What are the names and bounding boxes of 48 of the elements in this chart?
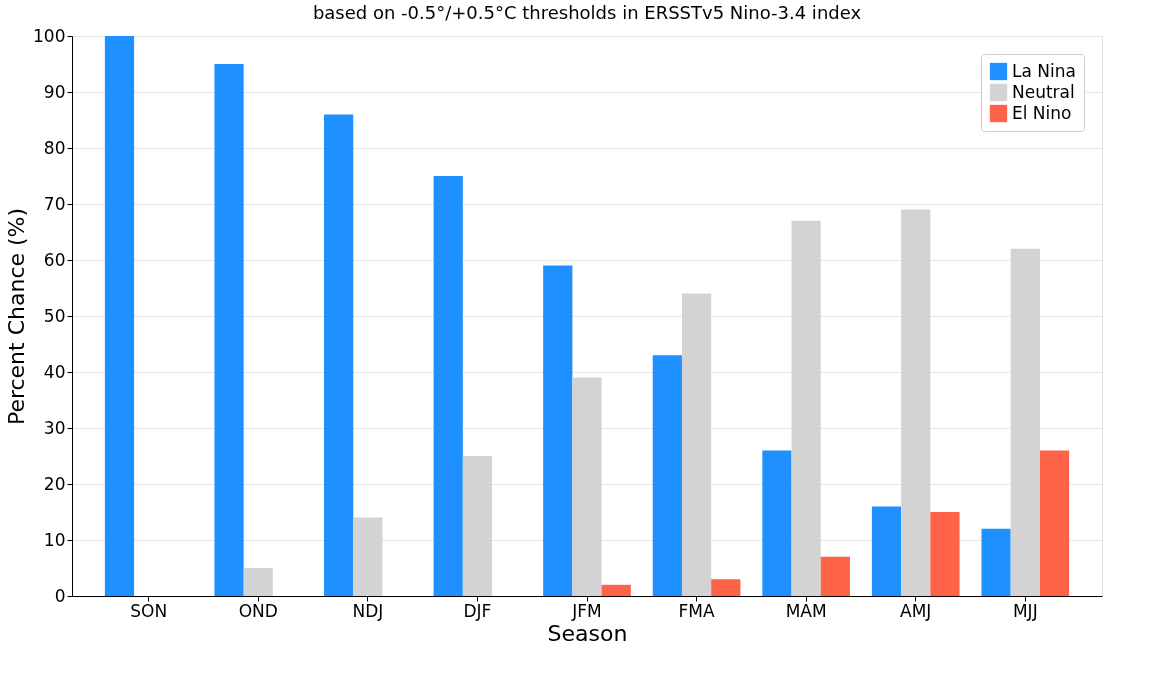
x-tick-label: MAM (785, 600, 827, 621)
x-tick-label: MJJ (1012, 600, 1038, 621)
bar (214, 64, 244, 596)
bar (243, 568, 273, 596)
y-axis-title: Percent Chance (%) (4, 207, 30, 426)
bar (543, 265, 573, 596)
y-tick-label: 20 (43, 473, 66, 494)
bar (652, 355, 682, 596)
bar (1010, 248, 1040, 596)
bar (930, 512, 960, 596)
y-tick-label: 50 (43, 305, 66, 326)
chart-title: based on -0.5°/+0.5°C thresholds in ERSSTv5 Nino-3.4 index (312, 2, 862, 23)
legend-label: El Nino (1012, 102, 1072, 123)
bar (871, 506, 902, 596)
y-tick-label: 90 (43, 81, 66, 102)
y-tick-label: 0 (54, 585, 66, 606)
bar (901, 209, 931, 596)
y-tick-label: 100 (33, 25, 66, 46)
bar (711, 579, 741, 596)
y-tick-label: 60 (43, 249, 66, 270)
x-tick-label: DJF (463, 600, 492, 621)
x-tick-label: SON (130, 600, 168, 621)
y-tick-label: 40 (43, 361, 66, 382)
bar (820, 556, 850, 596)
y-tick-label: 70 (43, 193, 66, 214)
y-tick-label: 80 (43, 137, 66, 158)
x-tick-label: AMJ (900, 600, 932, 621)
bar (324, 114, 354, 596)
bar (353, 517, 383, 596)
x-tick-label: FMA (678, 600, 715, 621)
x-tick-label: OND (238, 600, 278, 621)
bar (433, 176, 463, 596)
bar (681, 293, 712, 596)
bar (572, 377, 602, 596)
bar (791, 220, 821, 596)
bar (462, 456, 493, 596)
bar (762, 450, 792, 596)
x-tick-label: NDJ (352, 600, 384, 621)
bar (601, 584, 631, 596)
legend-label: Neutral (1012, 81, 1075, 102)
bar (981, 528, 1011, 596)
y-tick-label: 10 (43, 529, 66, 550)
bar (1039, 450, 1070, 596)
x-axis-title: Season (547, 620, 628, 646)
y-tick-label: 30 (43, 417, 66, 438)
x-tick-label: JFM (571, 600, 602, 621)
legend-label: La Nina (1012, 60, 1076, 81)
bar (104, 36, 135, 596)
